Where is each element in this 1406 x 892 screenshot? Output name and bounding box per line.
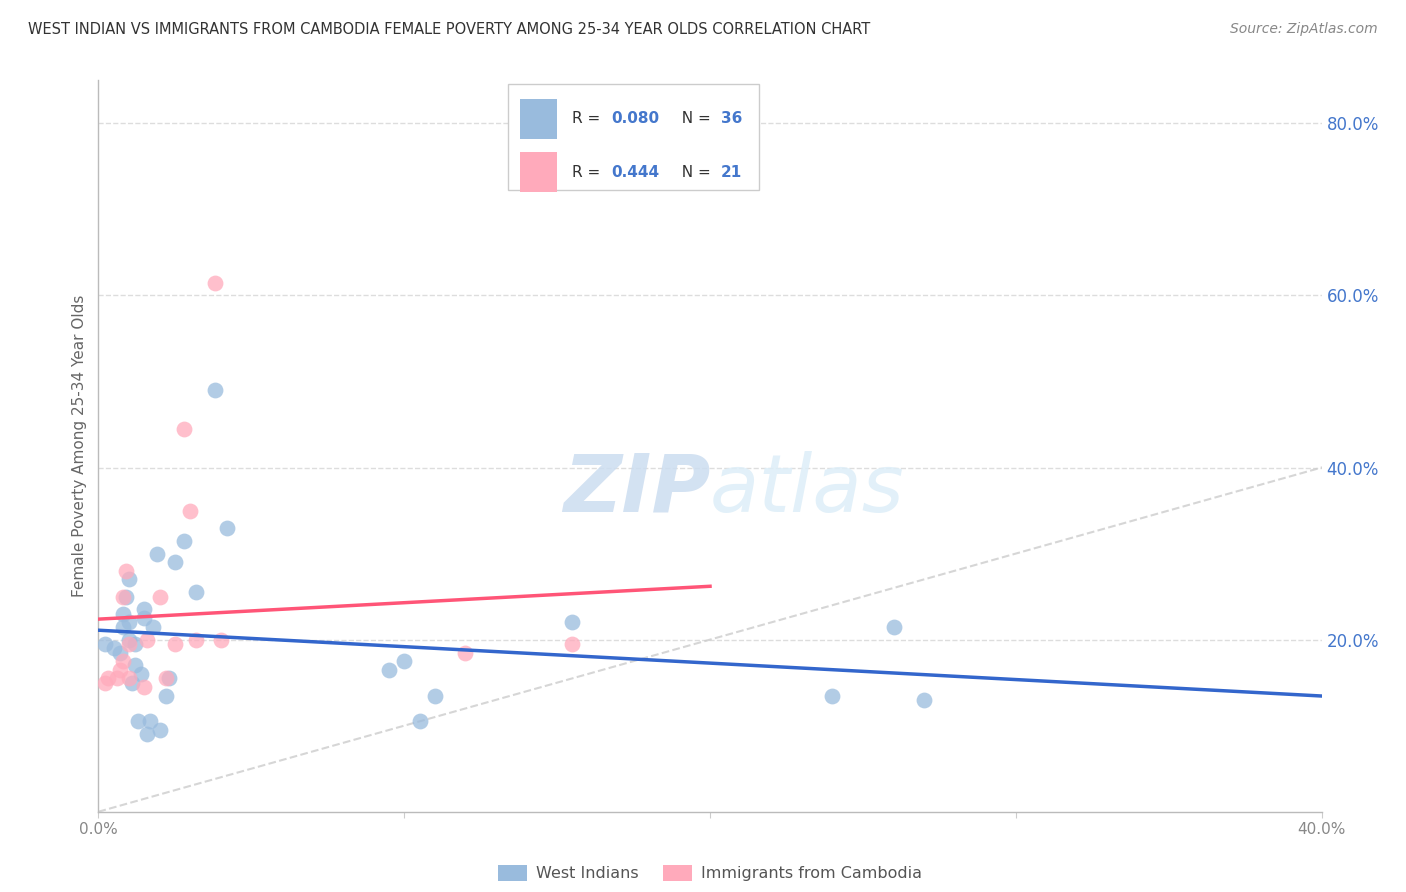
Text: N =: N = bbox=[672, 165, 716, 179]
Point bbox=[149, 723, 172, 737]
Point bbox=[118, 637, 141, 651]
Point bbox=[912, 693, 935, 707]
Point bbox=[204, 276, 226, 290]
Point bbox=[111, 620, 134, 634]
Point bbox=[108, 663, 131, 677]
Point bbox=[821, 689, 844, 703]
Text: R =: R = bbox=[572, 165, 605, 179]
Point bbox=[111, 607, 134, 621]
Point bbox=[134, 680, 156, 694]
Text: N =: N = bbox=[672, 112, 716, 126]
Point bbox=[118, 671, 141, 685]
Point bbox=[139, 714, 162, 729]
Point bbox=[111, 654, 134, 668]
Point bbox=[105, 671, 128, 685]
Point bbox=[93, 675, 115, 690]
Text: atlas: atlas bbox=[710, 450, 905, 529]
Point bbox=[93, 637, 115, 651]
Point bbox=[215, 521, 238, 535]
Point bbox=[136, 632, 159, 647]
Legend: West Indians, Immigrants from Cambodia: West Indians, Immigrants from Cambodia bbox=[492, 859, 928, 888]
Point bbox=[561, 615, 583, 630]
Point bbox=[883, 620, 905, 634]
Point bbox=[118, 573, 141, 587]
FancyBboxPatch shape bbox=[520, 152, 557, 192]
Point bbox=[145, 547, 167, 561]
Point bbox=[454, 646, 477, 660]
Point bbox=[157, 671, 180, 685]
Point bbox=[173, 533, 195, 548]
Point bbox=[129, 667, 152, 681]
Point bbox=[134, 611, 156, 625]
Point bbox=[111, 590, 134, 604]
Point bbox=[127, 714, 149, 729]
Point bbox=[209, 632, 232, 647]
Point bbox=[561, 637, 583, 651]
Point bbox=[204, 383, 226, 397]
Y-axis label: Female Poverty Among 25-34 Year Olds: Female Poverty Among 25-34 Year Olds bbox=[72, 295, 87, 597]
Point bbox=[149, 590, 172, 604]
Point bbox=[173, 422, 195, 436]
Point bbox=[115, 564, 138, 578]
Point bbox=[163, 555, 186, 569]
Point bbox=[186, 632, 208, 647]
Text: 0.080: 0.080 bbox=[612, 112, 659, 126]
Point bbox=[124, 637, 146, 651]
Point bbox=[115, 590, 138, 604]
FancyBboxPatch shape bbox=[508, 84, 759, 190]
Text: 0.444: 0.444 bbox=[612, 165, 659, 179]
Point bbox=[179, 503, 201, 517]
Point bbox=[97, 671, 120, 685]
FancyBboxPatch shape bbox=[520, 99, 557, 139]
Point bbox=[423, 689, 446, 703]
Point bbox=[124, 658, 146, 673]
Point bbox=[392, 654, 416, 668]
Point bbox=[118, 632, 141, 647]
Text: 36: 36 bbox=[721, 112, 742, 126]
Point bbox=[163, 637, 186, 651]
Point bbox=[103, 641, 125, 656]
Point bbox=[408, 714, 430, 729]
Text: WEST INDIAN VS IMMIGRANTS FROM CAMBODIA FEMALE POVERTY AMONG 25-34 YEAR OLDS COR: WEST INDIAN VS IMMIGRANTS FROM CAMBODIA … bbox=[28, 22, 870, 37]
Point bbox=[121, 675, 143, 690]
Point bbox=[108, 646, 131, 660]
Point bbox=[155, 689, 177, 703]
Text: 21: 21 bbox=[721, 165, 742, 179]
Text: R =: R = bbox=[572, 112, 605, 126]
Point bbox=[136, 727, 159, 741]
Text: ZIP: ZIP bbox=[562, 450, 710, 529]
Point bbox=[134, 602, 156, 616]
Point bbox=[142, 620, 165, 634]
Point bbox=[378, 663, 401, 677]
Point bbox=[118, 615, 141, 630]
Point bbox=[155, 671, 177, 685]
Text: Source: ZipAtlas.com: Source: ZipAtlas.com bbox=[1230, 22, 1378, 37]
Point bbox=[186, 585, 208, 599]
